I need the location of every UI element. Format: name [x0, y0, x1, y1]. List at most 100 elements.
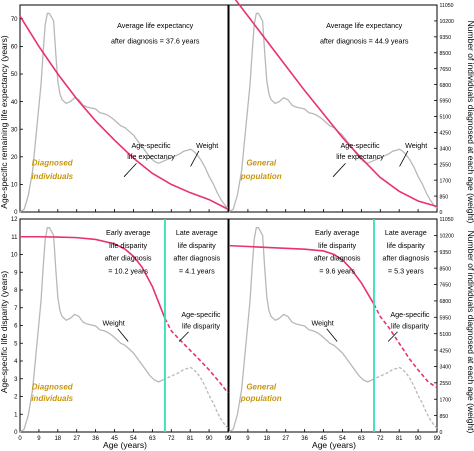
y-tick-label: 20: [11, 155, 18, 161]
annotation: Late average: [385, 228, 427, 237]
x-tick-label: 90: [415, 436, 422, 442]
y-tick-label: 3: [14, 377, 18, 383]
y2-tick-label: 3400: [440, 147, 452, 153]
y2-tick-label: 5100: [440, 115, 452, 121]
x-tick-label: 9: [246, 436, 250, 442]
y-tick-label: 4: [14, 359, 18, 365]
group-label: population: [240, 394, 282, 403]
annotation: = 5.3 years: [388, 266, 424, 275]
y2-tick-label: 850: [440, 414, 449, 420]
weight-line: [19, 12, 229, 213]
annotation: Age-specific: [340, 141, 380, 150]
y2-tick-label: 11050: [440, 217, 454, 223]
y-tick-label: 0: [14, 430, 18, 436]
x-tick-label: 99: [225, 436, 232, 442]
x-tick-label: 9: [37, 436, 41, 442]
annotation-leader: [326, 328, 338, 342]
annotation: after diagnosis: [105, 254, 152, 263]
annotation: after diagnosis = 37.6 years: [111, 36, 200, 45]
y2-tick-label: 10200: [440, 19, 455, 25]
annotation: life disparity: [387, 241, 425, 250]
y2-tick-label: 1700: [440, 397, 452, 403]
y2-tick-label: 2550: [440, 162, 452, 168]
weight-line-early: [228, 227, 373, 433]
annotation: after diagnosis = 44.9 years: [320, 36, 409, 45]
annotation: Average life expectancy: [117, 21, 194, 30]
panel-bottom-right: 0 9 18 27 36 45 54 63 72 81 90 99085017002550340042…: [227, 217, 454, 442]
annotation: life disparity: [178, 241, 216, 250]
annotation: life expectancy: [127, 152, 175, 161]
xlabel-left: Age (years): [103, 440, 147, 450]
group-label: General: [246, 382, 277, 391]
annotation: Average life expectancy: [326, 21, 403, 30]
y2-tick-label: 9350: [440, 250, 452, 256]
group-label: General: [246, 158, 277, 167]
group-label: individuals: [31, 172, 73, 181]
y2-tick-label: 9350: [440, 35, 452, 41]
annotation: Age-specific: [131, 141, 171, 150]
x-tick-label: 18: [54, 436, 61, 442]
y2-tick-label: 7650: [440, 67, 452, 73]
y-tick-label: 12: [11, 217, 18, 223]
x-tick-label: 27: [73, 436, 80, 442]
y-tick-label: 30: [11, 127, 18, 133]
weight-line-late: [371, 366, 438, 429]
y-tick-label: 5: [14, 341, 18, 347]
y-tick-label: 60: [11, 45, 18, 51]
annotation: Weight: [405, 141, 427, 150]
annotation: = 10.2 years: [108, 266, 148, 275]
group-label: individuals: [31, 394, 73, 403]
group-label: Diagnosed: [32, 158, 74, 167]
annotation-leader: [117, 328, 129, 342]
annotation: Weight: [196, 141, 218, 150]
x-tick-label: 45: [320, 436, 327, 442]
left-ylabel-top: Age-specific remaining life expectancy (…: [0, 35, 9, 209]
x-tick-label: 72: [168, 436, 175, 442]
annotation-leader: [123, 163, 137, 178]
group-label: population: [240, 172, 282, 181]
life-expectancy-line: [234, 0, 438, 208]
plot-frame: [19, 4, 229, 213]
y2-tick-label: 10200: [440, 234, 455, 240]
y2-tick-label: 5950: [440, 99, 452, 105]
y2-tick-label: 4250: [440, 131, 452, 137]
x-tick-label: 27: [282, 436, 289, 442]
x-tick-label: 18: [263, 436, 270, 442]
y-tick-label: 11: [11, 235, 18, 241]
annotation: Weight: [311, 319, 333, 328]
annotation: Early average: [315, 228, 359, 237]
annotation: after diagnosis: [173, 254, 220, 263]
y2-tick-label: 8500: [440, 266, 452, 272]
weight-line: [228, 12, 438, 213]
annotation-leader: [399, 150, 409, 167]
annotation: life expectancy: [336, 152, 384, 161]
x-tick-label: 81: [396, 436, 403, 442]
x-tick-label: 36: [301, 436, 308, 442]
panel-bottom-left: 0 9 18 27 36 45 54 63 72 81 90 990123456789101112Ea…: [11, 217, 232, 442]
x-tick-label: 0: [227, 436, 231, 442]
y2-tick-label: 3400: [440, 365, 452, 371]
y2-tick-label: 4250: [440, 348, 452, 354]
x-tick-label: 54: [339, 436, 346, 442]
x-tick-label: 54: [130, 436, 137, 442]
y2-tick-label: 0: [440, 430, 443, 436]
x-tick-label: 72: [377, 436, 384, 442]
life-disparity-line-early: [228, 244, 375, 305]
y-tick-label: 7: [14, 306, 18, 312]
y2-tick-label: 8500: [440, 51, 452, 57]
right-ylabel-top: Number of individuals diagnosed at each …: [466, 21, 474, 224]
y2-tick-label: 6800: [440, 299, 452, 305]
y-tick-label: 6: [14, 324, 18, 330]
life-disparity-line-late: [373, 303, 438, 389]
annotation: = 9.6 years: [319, 266, 355, 275]
weight-line-early: [19, 227, 164, 433]
annotation-leader: [387, 331, 398, 342]
annotation: after diagnosis: [382, 254, 429, 263]
annotation: Age-specific: [390, 310, 430, 319]
annotation: life disparity: [109, 241, 147, 250]
x-tick-label: 63: [149, 436, 156, 442]
x-tick-label: 81: [187, 436, 194, 442]
y-tick-label: 70: [11, 17, 18, 23]
panel-top-right: 0 850 1700 2550 3400 4250 5100 5950 6800 7650 8500…: [228, 0, 455, 216]
y-tick-label: 1: [14, 412, 18, 418]
